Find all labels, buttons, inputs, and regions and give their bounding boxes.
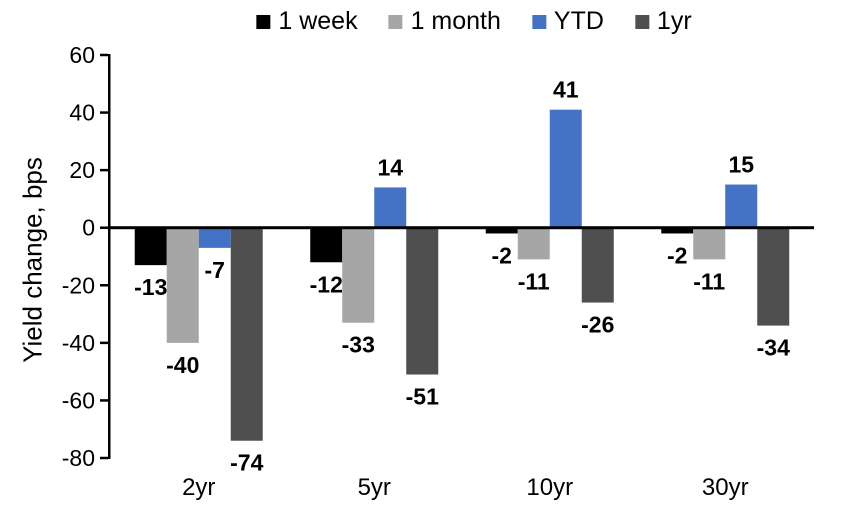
data-label-1-month-5yr: -33 (342, 332, 375, 358)
bar-1-month-2yr (166, 227, 199, 343)
y-axis-tick (100, 111, 108, 114)
bar-1-week-10yr (485, 227, 518, 234)
data-label-1yr-5yr: -51 (406, 384, 439, 410)
data-label-1-month-2yr: -40 (166, 352, 199, 378)
data-label-YTD-5yr: 14 (377, 154, 403, 180)
legend-item-ytd: YTD (531, 7, 604, 35)
bar-1-week-30yr (661, 227, 694, 234)
y-tick-label: 0 (82, 215, 95, 241)
y-tick-label: 20 (69, 157, 95, 183)
legend-swatch-1yr-icon (634, 14, 649, 29)
zero-axis-line (108, 226, 814, 230)
legend-label-ytd: YTD (553, 7, 604, 35)
y-tick-label: -40 (62, 330, 95, 356)
data-label-1yr-2yr: -74 (230, 450, 263, 476)
legend-swatch-ytd-icon (531, 14, 546, 29)
bar-1-month-10yr (517, 227, 550, 260)
bar-YTD-30yr (725, 184, 758, 228)
bar-YTD-2yr (198, 227, 231, 248)
y-axis-tick (100, 226, 108, 229)
data-label-1yr-30yr: -34 (757, 335, 790, 361)
legend-label-1yr: 1yr (656, 7, 692, 35)
y-axis-tick (100, 53, 108, 57)
bar-1yr-30yr (757, 227, 790, 326)
legend-item-1yr: 1yr (634, 7, 692, 35)
legend-item-1-week: 1 week (256, 7, 358, 35)
y-tick-label: 40 (69, 100, 95, 126)
data-label-1-week-2yr: -13 (134, 274, 167, 300)
x-category-label-2yr: 2yr (182, 474, 215, 501)
legend-label-1-month: 1 month (410, 7, 501, 35)
y-tick-label: -80 (62, 445, 95, 471)
bar-1-month-30yr (693, 227, 726, 260)
data-label-YTD-2yr: -7 (205, 257, 225, 283)
bar-1yr-2yr (230, 227, 263, 441)
x-category-label-10yr: 10yr (526, 474, 573, 501)
data-label-1-week-10yr: -2 (492, 242, 512, 268)
bar-YTD-5yr (374, 187, 407, 228)
bar-1-week-5yr (310, 227, 343, 263)
y-tick-label: -20 (62, 272, 95, 298)
x-category-label-5yr: 5yr (358, 474, 391, 501)
legend-swatch-1-month-icon (388, 14, 403, 29)
data-label-YTD-30yr: 15 (728, 152, 754, 178)
y-tick-label: -60 (62, 387, 95, 413)
legend-label-1-week: 1 week (278, 7, 358, 35)
bar-1-month-5yr (342, 227, 375, 323)
legend-swatch-1-week-icon (256, 14, 271, 29)
x-category-label-30yr: 30yr (702, 474, 749, 501)
data-label-1-week-5yr: -12 (310, 271, 343, 297)
y-axis-tick (100, 399, 108, 402)
y-tick-label: 60 (69, 42, 95, 68)
y-axis-tick (100, 341, 108, 345)
y-axis-tick (100, 168, 108, 172)
y-axis-line (108, 54, 111, 459)
y-axis-tick (100, 456, 108, 460)
data-label-1-month-30yr: -11 (693, 268, 725, 294)
data-label-1-week-30yr: -2 (667, 242, 687, 268)
data-label-1-month-10yr: -11 (518, 268, 550, 294)
legend-item-1-month: 1 month (388, 7, 501, 35)
bar-1yr-10yr (581, 227, 614, 303)
chart-legend: 1 week 1 month YTD 1yr (256, 7, 692, 35)
bar-1-week-2yr (134, 227, 167, 266)
data-label-YTD-10yr: 41 (553, 77, 579, 103)
bar-1yr-5yr (406, 227, 439, 375)
bar-YTD-10yr (549, 109, 582, 228)
data-label-1yr-10yr: -26 (581, 312, 614, 338)
y-axis-tick (100, 284, 108, 287)
